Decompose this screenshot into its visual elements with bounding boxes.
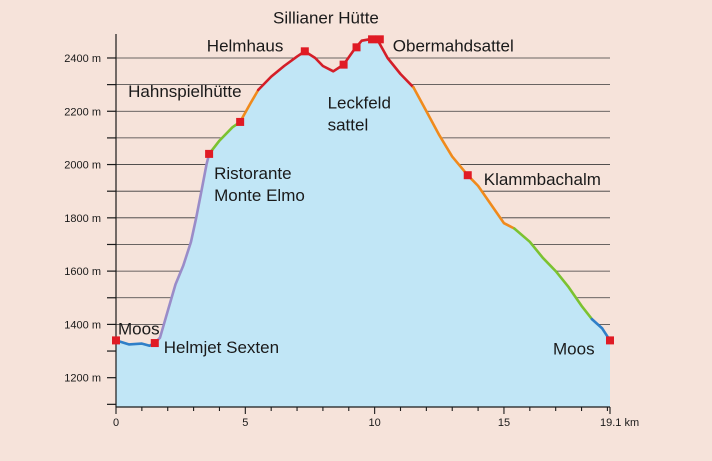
waypoint-marker (375, 35, 384, 44)
waypoint-marker (463, 171, 472, 180)
waypoint-marker (339, 60, 348, 69)
waypoint-label: Helmhaus (207, 36, 284, 55)
profile-segment (512, 227, 594, 321)
waypoint-label: Klammbachalm (484, 170, 601, 189)
x-tick-label: 5 (242, 417, 248, 429)
x-tick-label: 10 (369, 417, 381, 429)
profile-segment (256, 37, 415, 92)
waypoint-label: Obermahdsattel (393, 36, 514, 55)
y-tick-label: 1800 m (64, 213, 101, 225)
waypoint-label: Moos (553, 339, 595, 358)
waypoint-label: Moos (118, 319, 160, 338)
y-tick-label: 1200 m (64, 373, 101, 385)
axes: 1200 m 1400 m 1600 m 1800 m 2000 m 2200 m 2400… (64, 34, 639, 429)
waypoint-marker (606, 336, 614, 345)
waypoint-marker (205, 149, 214, 158)
y-tick-label: 2200 m (64, 106, 101, 118)
profile-segment (153, 152, 211, 345)
waypoint-marker (150, 339, 159, 348)
x-tick-label: 15 (498, 417, 510, 429)
x-tick-label: 0 (113, 417, 119, 429)
waypoint-label: Ristorante Monte Elmo (214, 164, 305, 205)
waypoint-label: Hahnspielhütte (128, 82, 241, 101)
waypoint-marker (368, 35, 377, 44)
waypoint-marker (300, 47, 309, 56)
elevation-area (116, 39, 610, 408)
y-tick-label: 2400 m (64, 53, 101, 65)
y-tick-label: 2000 m (64, 160, 101, 172)
profile-segment (238, 88, 260, 124)
waypoint-label: Helmjet Sexten (164, 338, 279, 357)
y-tick-label: 1400 m (64, 319, 101, 331)
waypoint-label: Leckfeld sattel (328, 94, 391, 135)
x-tick-label: 19.1 km (600, 417, 639, 429)
waypoint-marker (236, 117, 245, 126)
waypoint-markers (112, 35, 614, 348)
y-tick-label: 1600 m (64, 266, 101, 278)
waypoint-label: Sillianer Hütte (273, 8, 379, 27)
waypoint-marker (352, 43, 361, 52)
waypoint-marker (112, 336, 120, 345)
